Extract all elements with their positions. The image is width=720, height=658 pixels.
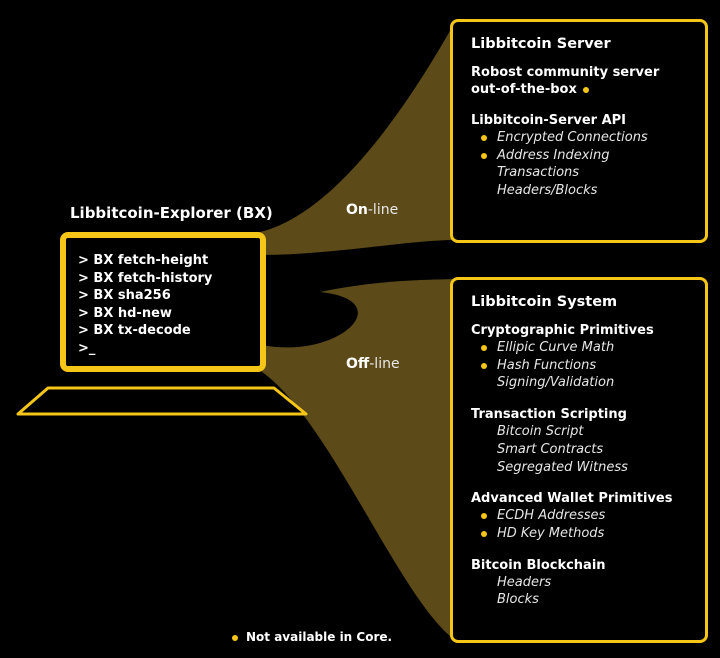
list-item: Ellipic Curve Math (471, 339, 705, 357)
system-section: Transaction Scripting Bitcoin Script Sma… (471, 406, 705, 476)
not-in-core-dot-icon (481, 135, 487, 141)
offline-label: Off-line (346, 356, 400, 372)
footnote-text: Not available in Core. (246, 630, 393, 644)
list-item: Blocks (471, 591, 705, 609)
not-in-core-dot-icon (481, 513, 487, 520)
terminal-line: > BX sha256 (78, 288, 171, 303)
list-item: Segregated Witness (471, 459, 705, 477)
list-item: HD Key Methods (471, 525, 705, 543)
system-panel-title: Libbitcoin System (471, 294, 618, 310)
section-title: Transaction Scripting (471, 407, 627, 423)
section-title: Advanced Wallet Primitives (471, 491, 673, 507)
server-tagline-text: out-of-the-box (471, 82, 577, 97)
list-item-text: Headers/Blocks (497, 183, 598, 199)
online-connector-wedge (260, 22, 455, 255)
list-item-text: Signing/Validation (497, 375, 615, 391)
not-in-core-dot-icon (481, 362, 487, 369)
list-item: ECDH Addresses (471, 507, 705, 525)
system-section: Cryptographic Primitives Ellipic Curve M… (471, 322, 705, 392)
list-item: Transactions (471, 164, 705, 182)
list-item-text: Headers (497, 574, 552, 590)
list-item: Encrypted Connections (471, 129, 705, 147)
list-item-text: HD Key Methods (497, 525, 605, 541)
offline-label-rest: -line (369, 356, 400, 372)
not-in-core-dot-icon (582, 86, 589, 93)
server-api-title: Libbitcoin-Server API (471, 113, 627, 128)
offline-connector-wedge (262, 279, 455, 640)
section-title: Bitcoin Blockchain (471, 557, 606, 573)
not-in-core-dot-icon (481, 345, 487, 351)
list-item-text: Blocks (497, 592, 539, 608)
list-item-text: Hash Functions (497, 357, 597, 373)
terminal-prompt: >_ (78, 340, 96, 356)
not-in-core-dot-icon (481, 530, 487, 537)
system-section: Advanced Wallet Primitives ECDH Addresse… (471, 490, 705, 542)
offline-label-bold: Off (346, 356, 370, 372)
system-panel: Libbitcoin System Cryptographic Primitiv… (450, 277, 708, 643)
server-panel-title: Libbitcoin Server (471, 36, 611, 52)
system-section: Bitcoin Blockchain Headers Blocks (471, 557, 705, 609)
list-item-text: Ellipic Curve Math (497, 340, 615, 355)
list-item: Address Indexing (471, 147, 705, 165)
list-item-text: Segregated Witness (497, 459, 628, 475)
terminal-line: > BX tx-decode (78, 323, 191, 338)
not-in-core-dot-icon (232, 634, 238, 641)
online-label-rest: -line (367, 202, 399, 218)
terminal-line: > BX hd-new (78, 305, 172, 321)
list-item-text: Smart Contracts (497, 441, 604, 457)
list-item: Bitcoin Script (471, 423, 705, 441)
terminal-line: > BX fetch-history (78, 270, 213, 286)
list-item: Hash Functions (471, 357, 705, 375)
list-item: Smart Contracts (471, 441, 705, 459)
laptop-title: Libbitcoin-Explorer (BX) (70, 204, 273, 222)
terminal-screen: > BX fetch-height > BX fetch-history > B… (60, 232, 266, 372)
server-panel: Libbitcoin Server Robost community serve… (450, 19, 708, 243)
laptop-base (16, 386, 308, 416)
server-tagline-line: out-of-the-box (471, 81, 705, 98)
list-item-text: ECDH Addresses (497, 508, 606, 524)
terminal-line: > BX fetch-height (78, 253, 209, 268)
list-item: Headers (471, 574, 705, 592)
not-in-core-dot-icon (481, 152, 487, 159)
server-tagline-line: Robost community server (471, 65, 660, 80)
list-item: Signing/Validation (471, 374, 705, 392)
list-item: Headers/Blocks (471, 182, 705, 200)
list-item-text: Bitcoin Script (497, 424, 584, 440)
list-item-text: Transactions (497, 165, 580, 181)
section-title: Cryptographic Primitives (471, 323, 654, 338)
list-item-text: Address Indexing (497, 147, 610, 163)
online-label: On-line (346, 202, 398, 218)
online-label-bold: On (346, 202, 368, 218)
list-item-text: Encrypted Connections (497, 130, 648, 145)
footnote: Not available in Core. (232, 630, 392, 644)
